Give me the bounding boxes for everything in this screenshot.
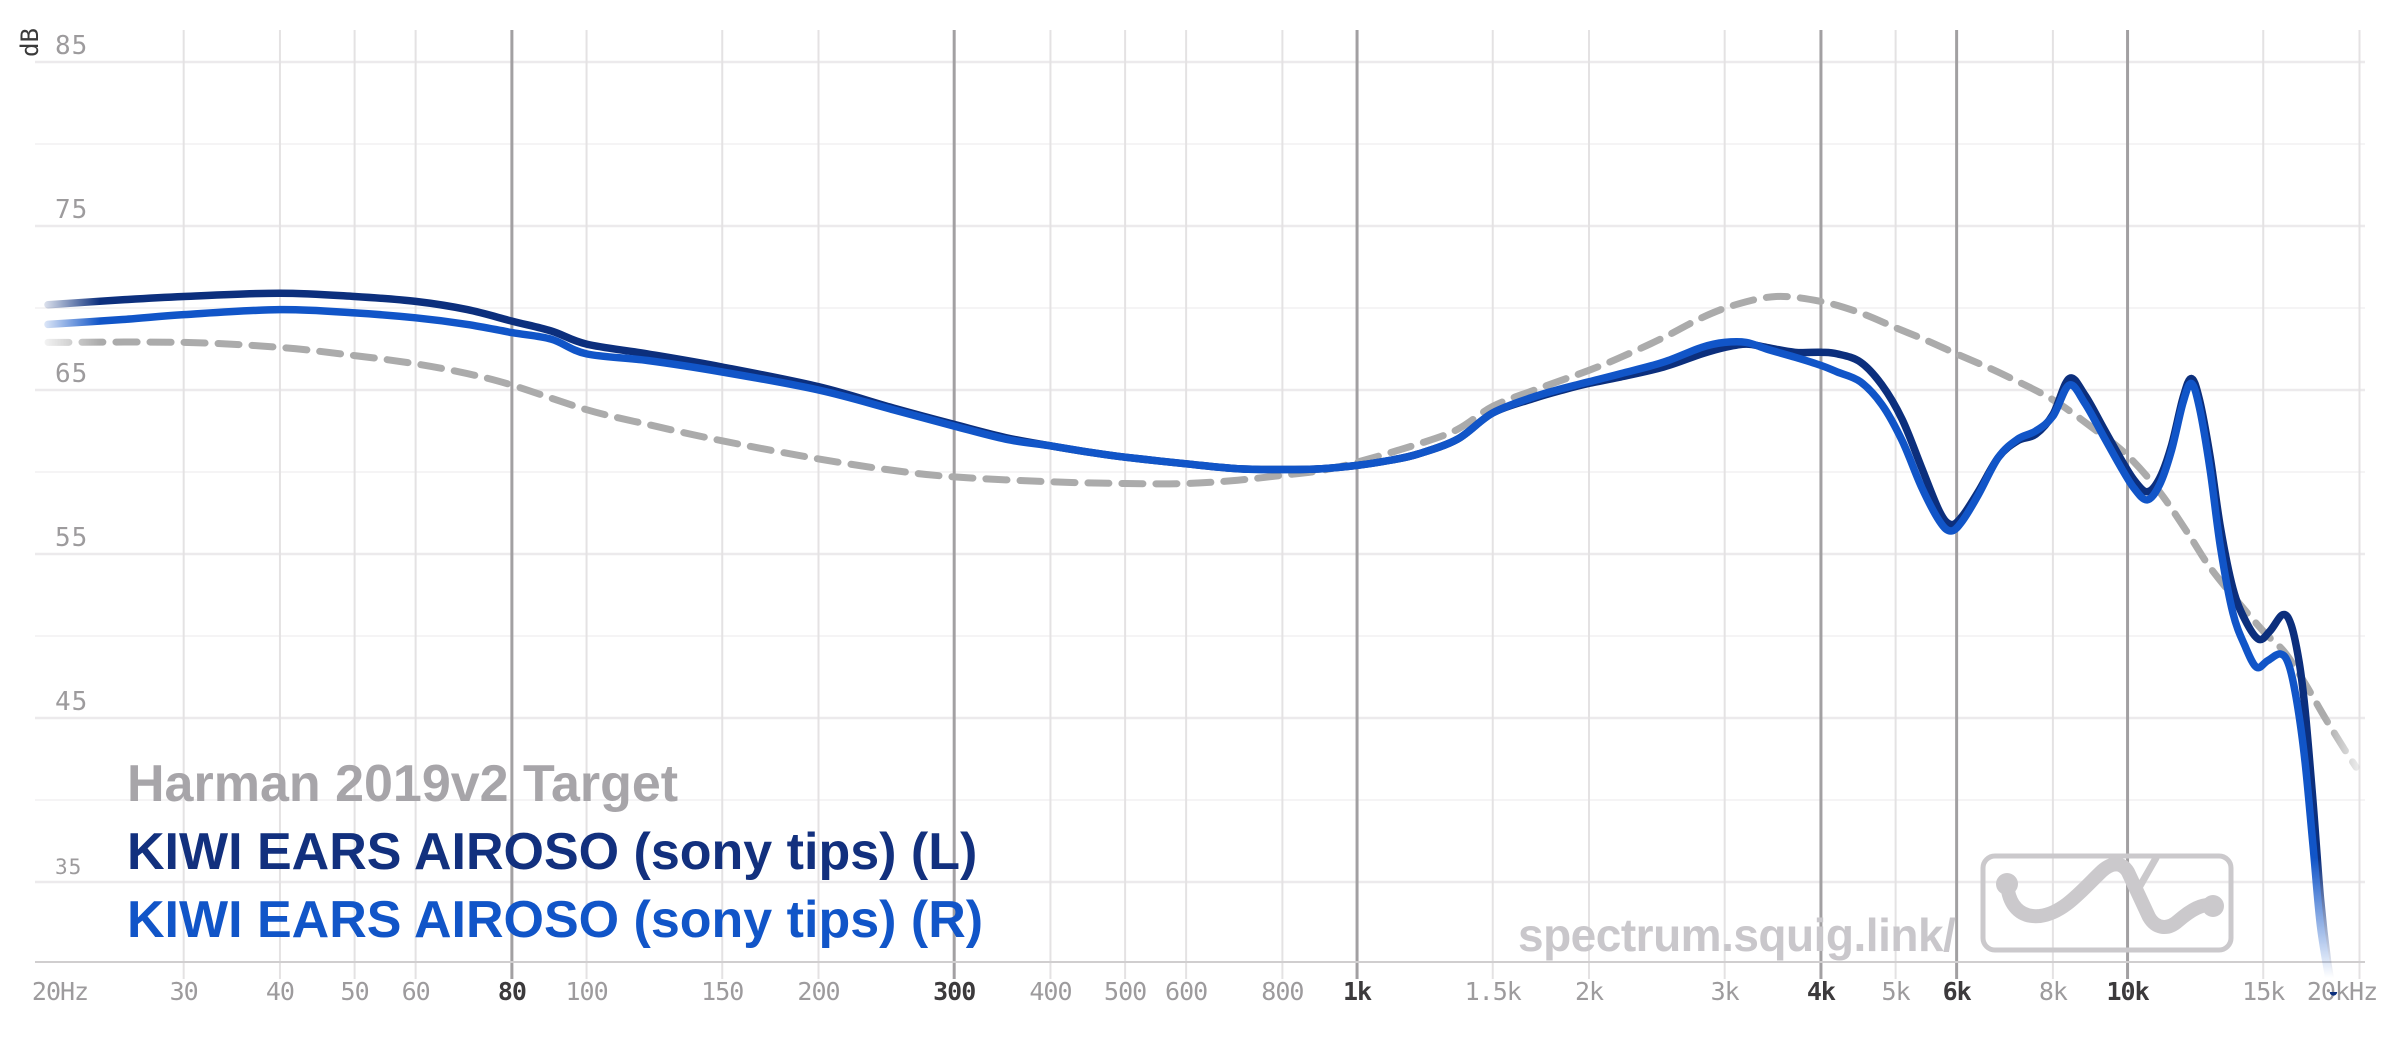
x-tick-label: 100 <box>565 977 607 1006</box>
squig-logo <box>1980 853 2234 953</box>
x-tick-label: 50 <box>341 977 369 1006</box>
curves-group <box>44 289 2360 996</box>
y-axis-unit-label: dB <box>16 28 44 57</box>
y-tick-label: 85 <box>55 31 88 61</box>
y-tick-label: 65 <box>55 359 88 389</box>
x-tick-label: 80 <box>498 977 526 1006</box>
curve-airoso-right <box>44 305 2334 988</box>
y-tick-label: 75 <box>55 195 88 225</box>
x-tick-label: 40 <box>266 977 294 1006</box>
x-tick-label: 20Hz <box>32 977 88 1006</box>
x-tick-label: 300 <box>933 977 975 1006</box>
curve-airoso-left <box>44 289 2338 996</box>
x-tick-label: 30 <box>170 977 198 1006</box>
x-tick-label: 600 <box>1165 977 1207 1006</box>
legend-entry-right-channel[interactable]: KIWI EARS AIROSO (sony tips) (R) <box>127 891 984 949</box>
x-tick-label: 1.5k <box>1465 977 1522 1006</box>
x-tick-label: 800 <box>1261 977 1303 1006</box>
y-tick-label: 55 <box>55 523 88 553</box>
x-tick-label: 20kHz <box>2307 977 2377 1006</box>
y-tick-label: 35 <box>55 855 82 879</box>
legend-entry-left-channel[interactable]: KIWI EARS AIROSO (sony tips) (L) <box>127 823 978 881</box>
legend-entry-target[interactable]: Harman 2019v2 Target <box>127 755 679 813</box>
x-tick-label: 6k <box>1943 977 1972 1006</box>
x-tick-label: 15k <box>2242 977 2285 1006</box>
x-tick-label: 8k <box>2039 977 2068 1006</box>
x-tick-label: 200 <box>797 977 839 1006</box>
x-tick-label: 1k <box>1343 977 1372 1006</box>
y-tick-label: 45 <box>55 687 88 717</box>
curve-harman-target <box>44 292 2360 771</box>
x-tick-label: 2k <box>1575 977 1604 1006</box>
x-tick-label: 4k <box>1807 977 1836 1006</box>
x-tick-label: 3k <box>1711 977 1740 1006</box>
x-tick-label: 10k <box>2106 977 2149 1006</box>
x-tick-label: 5k <box>1882 977 1911 1006</box>
x-tick-label: 150 <box>701 977 743 1006</box>
x-tick-label: 60 <box>402 977 430 1006</box>
watermark-site-url: spectrum.squig.link/ <box>1518 909 1956 961</box>
x-tick-label: 400 <box>1029 977 1071 1006</box>
x-tick-label: 500 <box>1104 977 1146 1006</box>
